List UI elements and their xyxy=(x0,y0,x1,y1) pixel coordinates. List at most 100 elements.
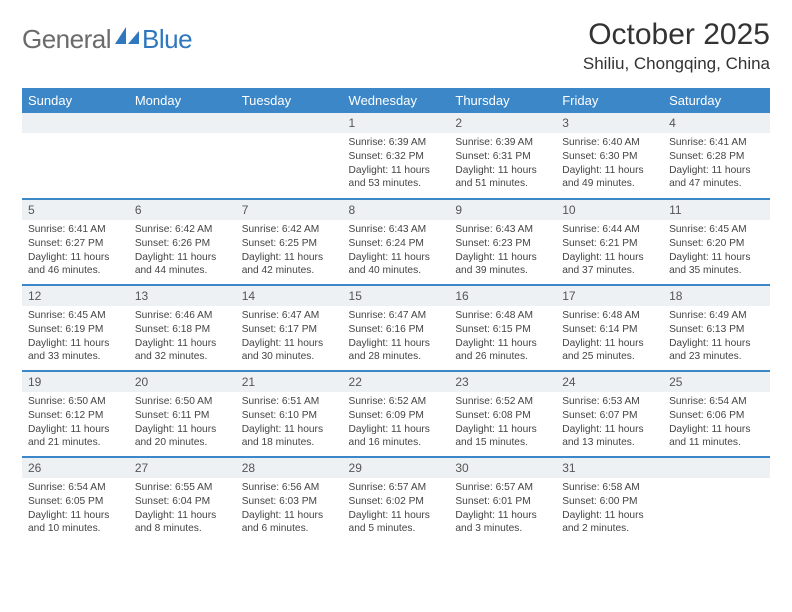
daylight-text: Daylight: 11 hours and 16 minutes. xyxy=(349,423,444,451)
sunrise-text: Sunrise: 6:42 AM xyxy=(135,223,230,237)
daylight-text: Daylight: 11 hours and 15 minutes. xyxy=(455,423,550,451)
sunset-text: Sunset: 6:19 PM xyxy=(28,323,123,337)
day-header-row: SundayMondayTuesdayWednesdayThursdayFrid… xyxy=(22,88,770,113)
page-header: General Blue October 2025 Shiliu, Chongq… xyxy=(22,18,770,74)
sunset-text: Sunset: 6:23 PM xyxy=(455,237,550,251)
daylight-text: Daylight: 11 hours and 23 minutes. xyxy=(669,337,764,365)
sunset-text: Sunset: 6:07 PM xyxy=(562,409,657,423)
day-cell: 13Sunrise: 6:46 AMSunset: 6:18 PMDayligh… xyxy=(129,285,236,371)
day-cell: 24Sunrise: 6:53 AMSunset: 6:07 PMDayligh… xyxy=(556,371,663,457)
day-number: 6 xyxy=(129,200,236,220)
day-body: Sunrise: 6:49 AMSunset: 6:13 PMDaylight:… xyxy=(663,306,770,368)
day-body: Sunrise: 6:42 AMSunset: 6:25 PMDaylight:… xyxy=(236,220,343,282)
day-cell: 26Sunrise: 6:54 AMSunset: 6:05 PMDayligh… xyxy=(22,457,129,543)
day-number: 23 xyxy=(449,372,556,392)
week-row: 26Sunrise: 6:54 AMSunset: 6:05 PMDayligh… xyxy=(22,457,770,543)
week-row: 5Sunrise: 6:41 AMSunset: 6:27 PMDaylight… xyxy=(22,199,770,285)
daylight-text: Daylight: 11 hours and 26 minutes. xyxy=(455,337,550,365)
daylight-text: Daylight: 11 hours and 3 minutes. xyxy=(455,509,550,537)
sunrise-text: Sunrise: 6:52 AM xyxy=(349,395,444,409)
day-body: Sunrise: 6:39 AMSunset: 6:32 PMDaylight:… xyxy=(343,133,450,195)
day-cell: 31Sunrise: 6:58 AMSunset: 6:00 PMDayligh… xyxy=(556,457,663,543)
day-header: Saturday xyxy=(663,88,770,113)
day-cell: 28Sunrise: 6:56 AMSunset: 6:03 PMDayligh… xyxy=(236,457,343,543)
sunset-text: Sunset: 6:32 PM xyxy=(349,150,444,164)
day-number: 22 xyxy=(343,372,450,392)
day-number: 11 xyxy=(663,200,770,220)
sunset-text: Sunset: 6:20 PM xyxy=(669,237,764,251)
day-body: Sunrise: 6:57 AMSunset: 6:01 PMDaylight:… xyxy=(449,478,556,540)
day-body: Sunrise: 6:45 AMSunset: 6:20 PMDaylight:… xyxy=(663,220,770,282)
daylight-text: Daylight: 11 hours and 42 minutes. xyxy=(242,251,337,279)
day-cell: 29Sunrise: 6:57 AMSunset: 6:02 PMDayligh… xyxy=(343,457,450,543)
sunset-text: Sunset: 6:11 PM xyxy=(135,409,230,423)
day-body: Sunrise: 6:54 AMSunset: 6:06 PMDaylight:… xyxy=(663,392,770,454)
day-number: 2 xyxy=(449,113,556,133)
day-body: Sunrise: 6:52 AMSunset: 6:08 PMDaylight:… xyxy=(449,392,556,454)
day-cell: 1Sunrise: 6:39 AMSunset: 6:32 PMDaylight… xyxy=(343,113,450,199)
sunrise-text: Sunrise: 6:43 AM xyxy=(349,223,444,237)
day-cell: 17Sunrise: 6:48 AMSunset: 6:14 PMDayligh… xyxy=(556,285,663,371)
day-cell: 16Sunrise: 6:48 AMSunset: 6:15 PMDayligh… xyxy=(449,285,556,371)
daylight-text: Daylight: 11 hours and 46 minutes. xyxy=(28,251,123,279)
day-number: 25 xyxy=(663,372,770,392)
day-cell: 8Sunrise: 6:43 AMSunset: 6:24 PMDaylight… xyxy=(343,199,450,285)
sunrise-text: Sunrise: 6:44 AM xyxy=(562,223,657,237)
day-body: Sunrise: 6:55 AMSunset: 6:04 PMDaylight:… xyxy=(129,478,236,540)
sunrise-text: Sunrise: 6:46 AM xyxy=(135,309,230,323)
logo-sail-icon xyxy=(115,27,139,45)
day-number: 28 xyxy=(236,458,343,478)
sunrise-text: Sunrise: 6:53 AM xyxy=(562,395,657,409)
daylight-text: Daylight: 11 hours and 21 minutes. xyxy=(28,423,123,451)
day-number xyxy=(22,113,129,133)
sunrise-text: Sunrise: 6:51 AM xyxy=(242,395,337,409)
day-number: 14 xyxy=(236,286,343,306)
week-row: 19Sunrise: 6:50 AMSunset: 6:12 PMDayligh… xyxy=(22,371,770,457)
day-number: 10 xyxy=(556,200,663,220)
week-row: 12Sunrise: 6:45 AMSunset: 6:19 PMDayligh… xyxy=(22,285,770,371)
sunset-text: Sunset: 6:10 PM xyxy=(242,409,337,423)
day-body: Sunrise: 6:43 AMSunset: 6:24 PMDaylight:… xyxy=(343,220,450,282)
sunset-text: Sunset: 6:13 PM xyxy=(669,323,764,337)
day-number: 30 xyxy=(449,458,556,478)
day-header: Wednesday xyxy=(343,88,450,113)
day-cell: 18Sunrise: 6:49 AMSunset: 6:13 PMDayligh… xyxy=(663,285,770,371)
sunset-text: Sunset: 6:01 PM xyxy=(455,495,550,509)
sunrise-text: Sunrise: 6:52 AM xyxy=(455,395,550,409)
sunrise-text: Sunrise: 6:41 AM xyxy=(28,223,123,237)
day-cell: 27Sunrise: 6:55 AMSunset: 6:04 PMDayligh… xyxy=(129,457,236,543)
sunrise-text: Sunrise: 6:40 AM xyxy=(562,136,657,150)
day-number: 31 xyxy=(556,458,663,478)
sunrise-text: Sunrise: 6:49 AM xyxy=(669,309,764,323)
sunrise-text: Sunrise: 6:55 AM xyxy=(135,481,230,495)
daylight-text: Daylight: 11 hours and 32 minutes. xyxy=(135,337,230,365)
sunrise-text: Sunrise: 6:39 AM xyxy=(455,136,550,150)
day-cell: 21Sunrise: 6:51 AMSunset: 6:10 PMDayligh… xyxy=(236,371,343,457)
daylight-text: Daylight: 11 hours and 51 minutes. xyxy=(455,164,550,192)
daylight-text: Daylight: 11 hours and 5 minutes. xyxy=(349,509,444,537)
daylight-text: Daylight: 11 hours and 28 minutes. xyxy=(349,337,444,365)
sunset-text: Sunset: 6:17 PM xyxy=(242,323,337,337)
day-number: 5 xyxy=(22,200,129,220)
day-cell: 25Sunrise: 6:54 AMSunset: 6:06 PMDayligh… xyxy=(663,371,770,457)
day-cell xyxy=(236,113,343,199)
sunrise-text: Sunrise: 6:45 AM xyxy=(669,223,764,237)
sunset-text: Sunset: 6:02 PM xyxy=(349,495,444,509)
sunrise-text: Sunrise: 6:47 AM xyxy=(242,309,337,323)
sunrise-text: Sunrise: 6:48 AM xyxy=(455,309,550,323)
day-cell: 30Sunrise: 6:57 AMSunset: 6:01 PMDayligh… xyxy=(449,457,556,543)
day-body: Sunrise: 6:39 AMSunset: 6:31 PMDaylight:… xyxy=(449,133,556,195)
sunset-text: Sunset: 6:26 PM xyxy=(135,237,230,251)
week-row: 1Sunrise: 6:39 AMSunset: 6:32 PMDaylight… xyxy=(22,113,770,199)
day-cell: 10Sunrise: 6:44 AMSunset: 6:21 PMDayligh… xyxy=(556,199,663,285)
daylight-text: Daylight: 11 hours and 37 minutes. xyxy=(562,251,657,279)
day-header: Monday xyxy=(129,88,236,113)
sunset-text: Sunset: 6:27 PM xyxy=(28,237,123,251)
sunrise-text: Sunrise: 6:54 AM xyxy=(28,481,123,495)
sunset-text: Sunset: 6:31 PM xyxy=(455,150,550,164)
sunset-text: Sunset: 6:14 PM xyxy=(562,323,657,337)
day-body: Sunrise: 6:43 AMSunset: 6:23 PMDaylight:… xyxy=(449,220,556,282)
sunrise-text: Sunrise: 6:39 AM xyxy=(349,136,444,150)
logo-text-general: General xyxy=(22,24,111,55)
daylight-text: Daylight: 11 hours and 18 minutes. xyxy=(242,423,337,451)
